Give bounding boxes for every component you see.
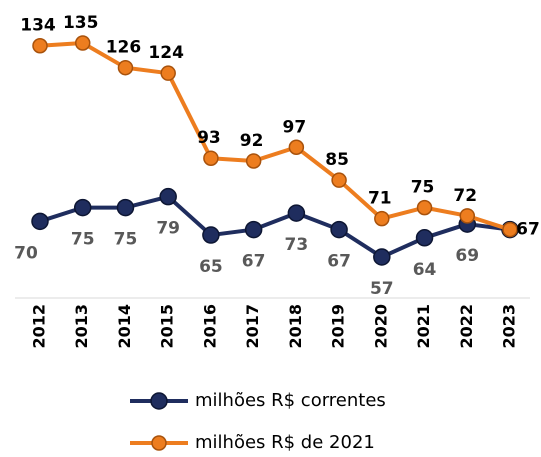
data-point <box>374 210 390 227</box>
x-tick-label: 2013 <box>72 304 91 349</box>
x-tick-label: 2018 <box>286 304 305 349</box>
data-label: 124 <box>148 43 184 63</box>
x-tick-label: 2023 <box>500 304 519 349</box>
data-point <box>159 187 177 206</box>
x-tick-label: 2017 <box>243 304 262 349</box>
data-label: 134 <box>20 16 56 36</box>
data-label: 67 <box>327 252 351 272</box>
data-point <box>116 198 135 217</box>
legend-label: milhões R$ correntes <box>195 390 386 411</box>
legend-label: milhões R$ de 2021 <box>195 432 375 453</box>
data-label: 64 <box>413 260 437 280</box>
x-tick-label: 2021 <box>414 304 433 349</box>
x-tick-label: 2015 <box>158 304 177 349</box>
data-point <box>74 35 91 51</box>
data-label: 67 <box>242 252 266 272</box>
data-point <box>32 37 48 54</box>
data-point <box>245 153 262 169</box>
data-point <box>416 199 433 216</box>
data-label: 71 <box>368 189 392 209</box>
x-tick-label: 2022 <box>457 304 476 349</box>
data-point <box>373 248 391 266</box>
data-point <box>415 229 434 247</box>
data-label: 75 <box>411 178 435 198</box>
data-point <box>160 65 176 81</box>
data-point <box>203 150 219 166</box>
data-point <box>331 172 347 188</box>
data-label: 75 <box>114 230 138 250</box>
data-label: 69 <box>455 246 479 266</box>
data-point <box>73 198 92 217</box>
data-point <box>31 212 49 231</box>
data-label: 57 <box>370 279 394 299</box>
data-point <box>502 221 518 238</box>
data-label: 75 <box>71 230 95 250</box>
data-point <box>288 139 305 156</box>
data-point <box>244 220 263 239</box>
data-label: 67 <box>516 220 540 240</box>
data-label: 65 <box>199 257 223 277</box>
data-point <box>330 220 348 239</box>
series-line <box>39 194 511 259</box>
x-tick-label: 2012 <box>30 304 49 349</box>
data-label: 72 <box>453 186 477 206</box>
data-label: 79 <box>156 219 180 239</box>
data-label: 73 <box>285 235 309 255</box>
data-point <box>459 208 476 224</box>
data-label: 70 <box>14 243 38 263</box>
x-tick-label: 2016 <box>200 304 219 349</box>
x-tick-label: 2014 <box>115 304 134 349</box>
data-label: 126 <box>106 38 142 58</box>
data-label: 93 <box>197 128 221 148</box>
legend-marker <box>151 435 167 451</box>
data-point <box>117 59 134 76</box>
x-tick-label: 2020 <box>371 304 390 349</box>
data-point <box>287 204 306 222</box>
data-label: 97 <box>283 117 307 137</box>
x-tick-label: 2019 <box>329 304 348 349</box>
data-label: 85 <box>325 150 349 170</box>
data-point <box>202 226 220 244</box>
series-line <box>39 41 511 232</box>
data-label: 92 <box>240 131 264 151</box>
data-label: 135 <box>63 13 99 33</box>
legend-marker <box>150 392 168 410</box>
